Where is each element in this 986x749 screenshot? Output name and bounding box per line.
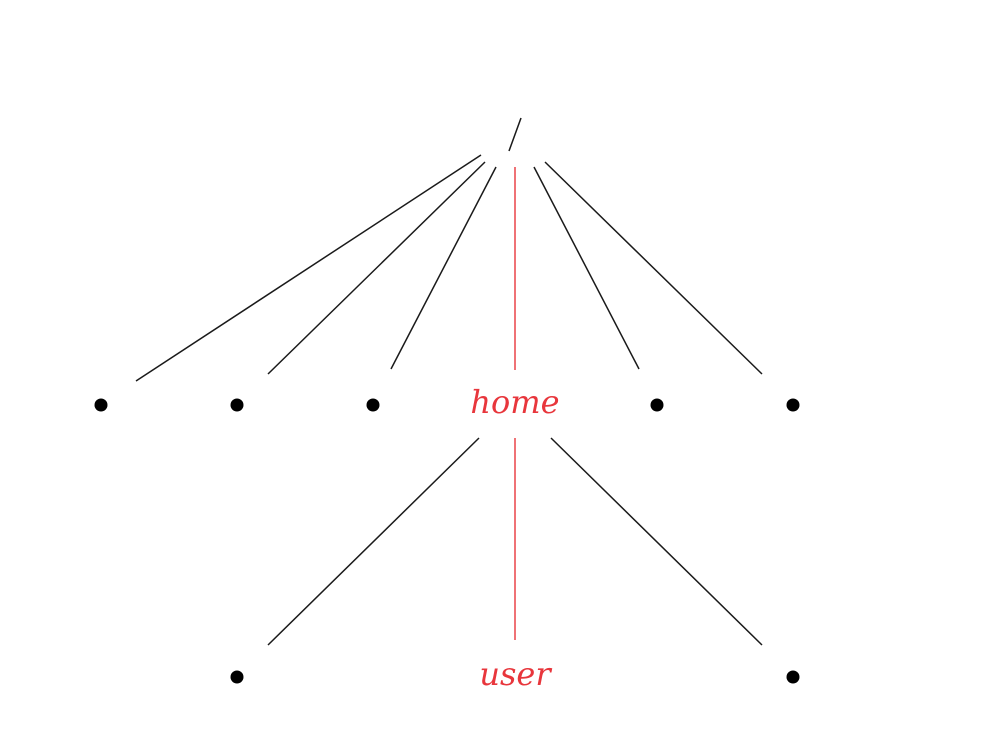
edge-home-child-1 [267,437,480,646]
dir-node-l2-3 [786,670,800,684]
dir-node-l1-3 [366,398,380,412]
edge-root-child-5 [533,166,640,370]
edge-root-child-3 [390,166,497,370]
edge-root-child-1 [135,154,482,382]
user-node-label: user [479,655,552,693]
dir-node-l1-6 [786,398,800,412]
root-node [508,117,522,152]
dir-node-l2-1 [230,670,244,684]
dir-node-l1-1 [94,398,108,412]
edge-root-child-2 [267,161,486,375]
edge-home-child-3 [550,437,763,646]
home-node-label: home [470,383,559,421]
dir-node-l1-2 [230,398,244,412]
edge-root-child-6 [544,161,763,375]
dir-node-l1-5 [650,398,664,412]
